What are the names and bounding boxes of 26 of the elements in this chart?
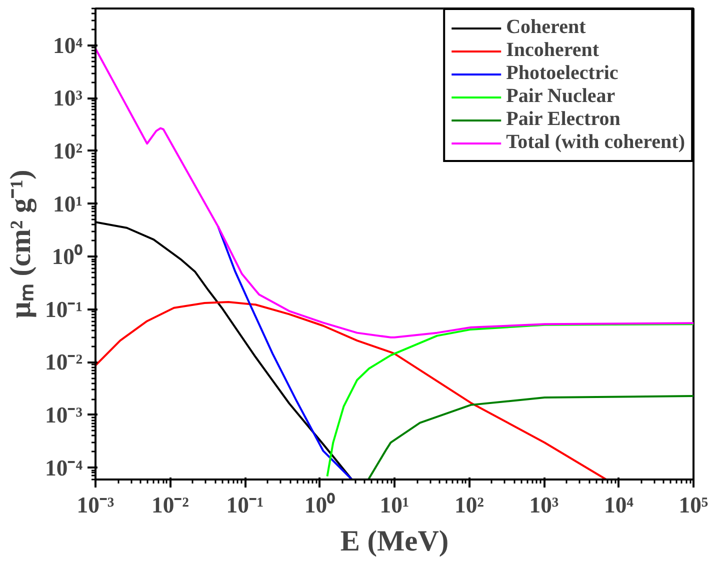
y-tick-label: 10⁻²: [45, 350, 83, 375]
y-tick-label: 10¹: [53, 191, 83, 216]
x-tick-label: 10⁴: [604, 492, 634, 518]
legend-label: Coherent: [506, 16, 586, 39]
x-tick-label: 10⁰: [304, 492, 336, 518]
legend-label: Incoherent: [506, 39, 600, 62]
x-tick-label: 10¹: [380, 492, 410, 518]
x-tick-label: 10²: [454, 492, 484, 518]
y-tick-label: 10⁻³: [45, 402, 83, 428]
x-axis-title: E (MeV): [340, 526, 449, 558]
legend-label: Pair Electron: [506, 108, 620, 131]
y-tick-label: 10³: [53, 86, 83, 111]
y-tick-label: 10⁻⁴: [45, 455, 83, 480]
x-tick-label: 10³: [529, 492, 559, 518]
y-tick-label: 10⁰: [52, 244, 82, 270]
y-axis-title: μₘ (cm² g⁻¹): [5, 170, 38, 318]
x-tick-label: 10⁻²: [152, 492, 190, 518]
x-tick-label: 10⁻³: [76, 492, 114, 518]
legend-label: Pair Nuclear: [506, 85, 616, 108]
y-tick-label: 10²: [53, 138, 83, 164]
x-tick-label: 10⁵: [678, 492, 708, 518]
y-tick-label: 10⁴: [53, 32, 83, 58]
legend-label: Photoelectric: [506, 62, 618, 85]
y-tick-label: 10⁻¹: [45, 296, 83, 322]
legend-label: Total (with coherent): [506, 131, 685, 154]
x-tick-label: 10⁻¹: [226, 492, 264, 518]
